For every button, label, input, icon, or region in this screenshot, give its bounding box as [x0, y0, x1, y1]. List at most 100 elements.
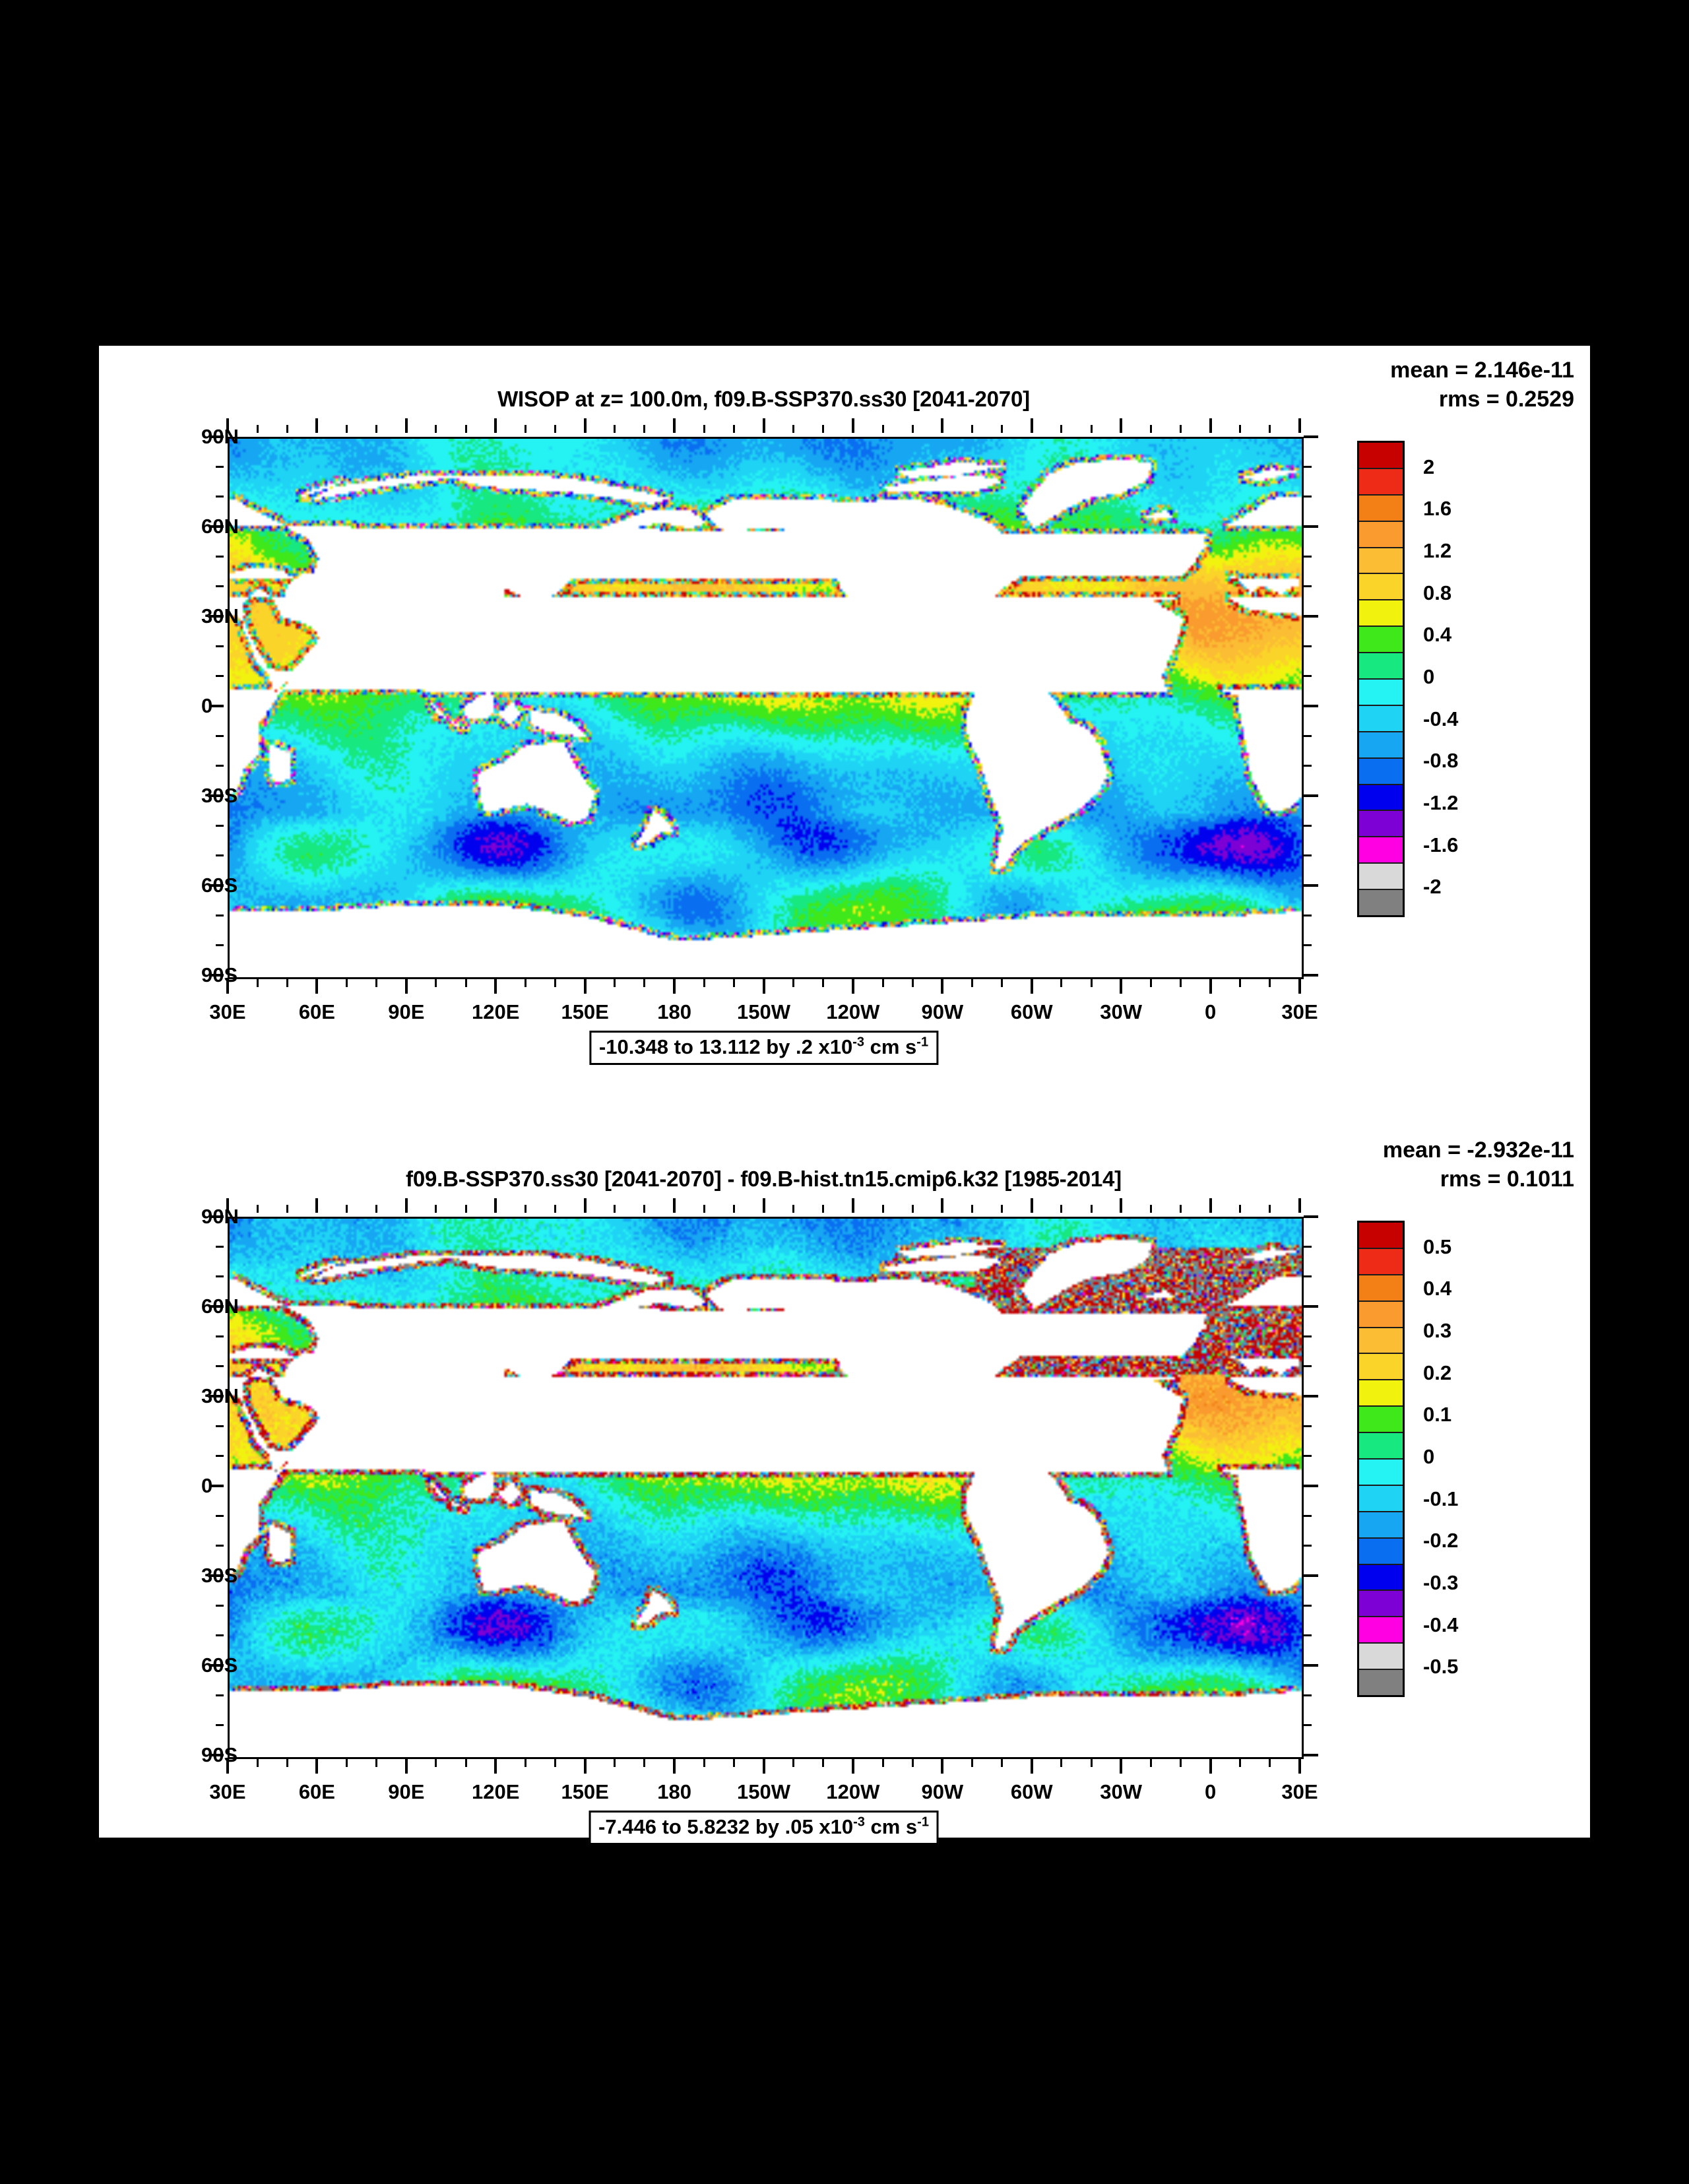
x-axis-tick-top: [1090, 1205, 1093, 1213]
colorbar-swatch: [1359, 1484, 1403, 1511]
colorbar-label: 0.2: [1423, 1361, 1452, 1384]
y-axis-tick-right: [1304, 496, 1312, 498]
x-axis-tick: [286, 1759, 288, 1767]
colorbar-label: 0: [1423, 1445, 1435, 1468]
x-axis-tick-top: [1060, 1205, 1063, 1213]
x-axis-tick: [346, 979, 348, 987]
x-axis-tick-top: [464, 1205, 467, 1213]
y-axis-tick: [216, 1634, 224, 1637]
x-axis-tick-top: [375, 1205, 378, 1213]
x-axis-tick: [1090, 1759, 1093, 1767]
x-axis-tick: [1120, 979, 1123, 994]
y-axis-tick: [209, 1395, 224, 1397]
y-axis-tick: [216, 914, 224, 916]
x-axis-tick-top: [1298, 1198, 1301, 1213]
colorbar-label: -0.2: [1423, 1529, 1459, 1553]
x-axis-tick-top: [732, 1205, 735, 1213]
x-axis-tick: [464, 1759, 467, 1767]
x-axis-tick-top: [762, 1198, 765, 1213]
x-axis-tick: [851, 1759, 854, 1774]
x-axis-tick-top: [732, 425, 735, 433]
colorbar-label: 0.3: [1423, 1319, 1452, 1343]
x-axis-tick-top: [643, 425, 646, 433]
y-axis-tick-right: [1304, 1245, 1312, 1248]
colorbar-label: -0.4: [1423, 1613, 1459, 1636]
y-axis-tick-right: [1304, 974, 1318, 977]
x-axis-tick: [911, 979, 914, 987]
x-axis-label: 120E: [472, 1000, 520, 1023]
x-axis-tick-top: [1269, 1205, 1271, 1213]
y-axis-tick: [209, 794, 224, 797]
colorbar-swatch: [1359, 1537, 1403, 1564]
colorbar-swatch: [1359, 678, 1403, 705]
x-axis-tick-top: [1149, 425, 1152, 433]
x-axis-tick: [822, 979, 825, 987]
x-axis-tick: [583, 979, 587, 994]
colorbar-label: 1.6: [1423, 497, 1452, 521]
x-axis-tick: [941, 979, 944, 994]
x-axis-label: 120W: [826, 1780, 880, 1803]
x-axis-tick-top: [1120, 418, 1123, 433]
y-axis-tick: [216, 1425, 224, 1427]
x-axis-tick-top: [673, 418, 676, 433]
colorbar-swatch: [1359, 889, 1403, 916]
y-axis-tick-right: [1304, 435, 1318, 438]
x-axis-tick: [703, 1759, 705, 1767]
x-axis-tick: [971, 1759, 973, 1767]
caption-exponent-units: -1: [916, 1035, 929, 1050]
caption-range-text: -7.446 to 5.8232 by .05 x10: [598, 1815, 854, 1838]
x-axis-tick-top: [583, 418, 587, 433]
x-axis-tick-top: [971, 1205, 973, 1213]
x-axis-tick-top: [494, 1198, 497, 1213]
y-axis-tick: [216, 555, 224, 558]
y-axis-tick: [209, 884, 224, 887]
x-axis-label: 150W: [737, 1000, 790, 1023]
x-axis-tick-top: [1298, 418, 1301, 433]
x-axis-tick-top: [346, 1205, 348, 1213]
x-axis-tick-top: [554, 425, 557, 433]
colorbar-swatch: [1359, 1247, 1403, 1274]
colorbar-swatch: [1359, 467, 1403, 494]
x-axis-tick: [971, 979, 973, 987]
y-axis-tick: [209, 1485, 224, 1487]
x-axis-tick-top: [643, 1205, 646, 1213]
y-axis-tick-right: [1304, 1305, 1318, 1308]
colorbar-swatch: [1359, 443, 1403, 468]
x-axis-tick-top: [1179, 1205, 1182, 1213]
y-axis-tick-right: [1304, 555, 1312, 558]
y-axis-tick-right: [1304, 1664, 1318, 1667]
rms-label: rms = 0.1011: [1440, 1166, 1574, 1192]
x-axis-tick-top: [1090, 425, 1093, 433]
colorbar-swatch: [1359, 1510, 1403, 1537]
colorbar-swatch: [1359, 862, 1403, 889]
y-axis-tick-right: [1304, 1694, 1312, 1696]
x-axis-tick-top: [614, 1205, 616, 1213]
x-axis-label: 30W: [1100, 1000, 1143, 1023]
x-axis-tick: [375, 1759, 378, 1767]
x-axis-tick: [1209, 1759, 1212, 1774]
x-axis-tick: [256, 1759, 259, 1767]
x-axis-tick-top: [346, 425, 348, 433]
x-axis-tick-top: [911, 1205, 914, 1213]
colorbar-swatch: [1359, 1326, 1403, 1353]
y-axis-tick-right: [1304, 854, 1312, 857]
y-axis-tick-right: [1304, 1335, 1312, 1337]
x-axis-tick-top: [1030, 418, 1033, 433]
x-axis-tick-top: [703, 425, 705, 433]
colorbar-label: 0: [1423, 665, 1435, 688]
x-axis-tick: [703, 979, 705, 987]
colorbar-swatch: [1359, 1223, 1403, 1248]
colorbar-swatch: [1359, 1405, 1403, 1432]
x-axis-tick: [404, 1759, 408, 1774]
x-axis-tick: [583, 1759, 587, 1774]
colorbar-swatch: [1359, 1616, 1403, 1643]
map-plot: [228, 1217, 1304, 1759]
caption-units-text: cm s: [864, 1815, 918, 1838]
colorbar-swatch: [1359, 599, 1403, 626]
panel-stats: mean = 2.146e-11 rms = 0.2529: [1390, 356, 1574, 414]
y-axis-tick-right: [1304, 794, 1318, 797]
colorbar-swatch: [1359, 1642, 1403, 1669]
y-axis-tick-right: [1304, 585, 1312, 588]
colorbar: [1357, 1221, 1405, 1697]
y-axis-tick: [216, 1724, 224, 1727]
